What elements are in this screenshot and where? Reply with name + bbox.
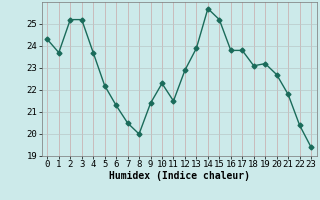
X-axis label: Humidex (Indice chaleur): Humidex (Indice chaleur) xyxy=(109,171,250,181)
